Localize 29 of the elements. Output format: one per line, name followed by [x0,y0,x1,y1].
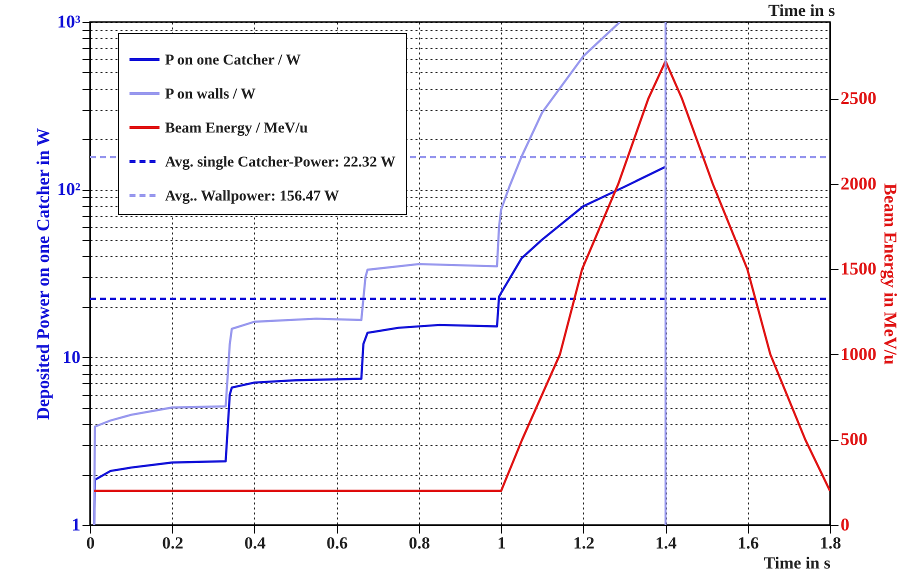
y2-axis-title: Beam Energy in MeV/u [880,183,900,365]
x-tick-label: 0.6 [326,534,348,552]
x-tick-label: 0.4 [244,534,266,552]
x-tick-label: 1.8 [820,534,842,552]
x-tick-label: 1 [497,534,506,552]
x-axis-title: Time in s [764,554,831,572]
y2-tick-label: 1000 [840,344,876,364]
x-tick-label: 1.6 [738,534,759,552]
y2-tick-label: 2500 [840,88,876,108]
y-tick-label: 1 [72,514,80,534]
x-tick-label: 0.8 [408,534,430,552]
y2-tick-label: 2000 [840,173,876,194]
y-tick-label: 10 [62,346,80,367]
x-tick-label: 0.2 [162,534,184,552]
x-tick-label: 1.2 [573,534,594,552]
y-tick-label: 10³ [57,12,82,32]
y-axis-title: Deposited Power on one Catcher in W [33,128,54,420]
y2-tick-label: 0 [840,514,850,534]
legend-label: P on walls / W [165,86,256,102]
y2-tick-label: 1500 [840,258,876,279]
legend-label: Avg. single Catcher-Power: 22.32 W [165,154,396,170]
x-tick-label: 1.4 [655,534,678,552]
text: Time in s [768,1,836,20]
x-tick-label: 0 [86,534,95,552]
y-tick-label: 10² [57,179,80,200]
legend-label: Avg.. Wallpower: 156.47 W [165,188,340,204]
y2-tick-label: 500 [840,429,868,450]
legend-label: P on one Catcher / W [165,52,301,68]
legend-label: Beam Energy / MeV/u [165,120,308,136]
